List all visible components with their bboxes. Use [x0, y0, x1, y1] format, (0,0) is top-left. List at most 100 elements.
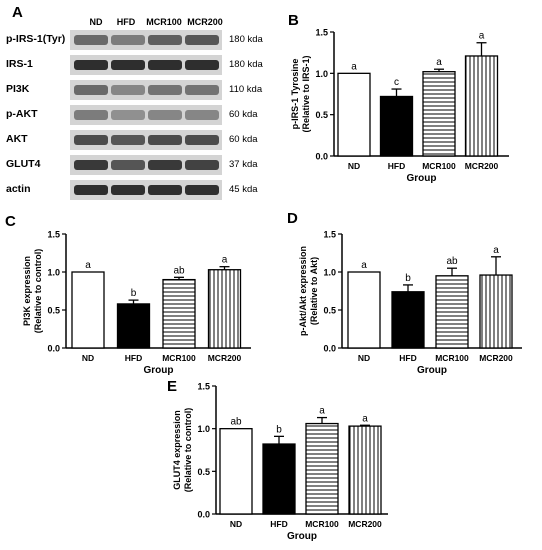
blot-strip — [70, 105, 222, 125]
y-tick-label: 1.5 — [197, 382, 210, 392]
significance-letter: a — [436, 57, 442, 68]
x-axis-label: Group — [417, 365, 447, 376]
blot-band — [148, 160, 182, 170]
y-axis-label: p-Akt/Akt expression — [298, 246, 308, 336]
panel-letter-c: C — [5, 213, 16, 230]
blot-band — [148, 60, 182, 70]
blot-row-label: PI3K — [6, 83, 30, 95]
significance-letter: ab — [446, 256, 458, 267]
blot-band — [74, 60, 108, 70]
x-axis-label: Group — [407, 173, 437, 184]
y-axis-label: (Relative to control) — [183, 408, 193, 493]
x-axis-label: Group — [287, 531, 317, 542]
chart-c: 0.0 0.5 1.0 1.5 a ND b HFD ab MCR100 a MCR200 Group P… — [22, 230, 251, 376]
bar-hfd — [379, 95, 414, 157]
y-tick-label: 1.5 — [47, 230, 60, 240]
blot-band — [74, 185, 108, 195]
significance-letter: a — [319, 406, 325, 417]
blot-row-kda: 37 kda — [229, 159, 258, 170]
blot-band — [185, 185, 219, 195]
significance-letter: b — [405, 273, 411, 284]
blot-strip — [70, 80, 222, 100]
y-tick-label: 0.0 — [323, 344, 336, 354]
blot-band — [185, 135, 219, 145]
x-tick-label: MCR200 — [208, 353, 242, 363]
blot-band — [111, 160, 145, 170]
blot-strip — [70, 180, 222, 200]
y-tick-label: 0.5 — [47, 306, 60, 316]
blot-band — [148, 110, 182, 120]
significance-letter: a — [361, 260, 367, 271]
x-tick-label: HFD — [388, 161, 405, 171]
y-axis-label: (Relative to IRS-1) — [301, 55, 311, 132]
blot-row-label: p-AKT — [6, 108, 38, 120]
x-tick-label: MCR200 — [348, 519, 382, 529]
y-axis-label: (Relative to control) — [33, 249, 43, 334]
blot-row-label: GLUT4 — [6, 158, 41, 170]
blot-row-kda: 45 kda — [229, 184, 258, 195]
blot-band — [111, 60, 145, 70]
bar-mcr100 — [422, 71, 456, 157]
significance-letter: a — [479, 31, 485, 42]
chart-e: 0.0 0.5 1.0 1.5 ab ND b HFD a MCR100 a MCR200 Group G… — [172, 382, 388, 542]
blot-band — [111, 185, 145, 195]
x-tick-label: MCR100 — [422, 161, 456, 171]
blot-band — [111, 110, 145, 120]
chart-d: 0.0 0.5 1.0 1.5 a ND b HFD ab MCR100 a MCR200 Group p… — [298, 230, 522, 376]
blot-band — [148, 135, 182, 145]
y-axis-label: (Relative to Akt) — [309, 257, 319, 325]
y-tick-label: 1.0 — [47, 268, 60, 278]
blot-band — [111, 85, 145, 95]
chart-b: 0.0 0.5 1.0 1.5 a ND c HFD a MCR100 a MCR200 Group p-… — [290, 28, 509, 184]
x-tick-label: HFD — [125, 353, 142, 363]
y-axis-label: GLUT4 expression — [172, 410, 182, 490]
x-tick-label: MCR100 — [305, 519, 339, 529]
blot-band — [148, 35, 182, 45]
western-blot-panel: ND HFD MCR100 MCR200 p-IRS-1(Tyr) 180 kda… — [0, 0, 290, 210]
blot-band — [74, 85, 108, 95]
significance-letter: c — [394, 77, 399, 88]
x-tick-label: MCR100 — [162, 353, 196, 363]
y-tick-label: 0.5 — [315, 110, 328, 120]
y-axis-label: p-IRS-1 Tyrosine — [290, 59, 300, 130]
x-tick-label: ND — [82, 353, 94, 363]
blot-row-label: actin — [6, 183, 31, 195]
blot-band — [185, 160, 219, 170]
lane-header-mcr200: MCR200 — [187, 17, 223, 27]
y-axis-label: PI3K expression — [22, 256, 32, 326]
significance-letter: ab — [173, 265, 185, 276]
panel-letter-d: D — [287, 210, 298, 227]
bar-mcr200 — [207, 269, 242, 349]
bar-hfd — [116, 303, 151, 349]
y-tick-label: 0.0 — [315, 152, 328, 162]
lane-header-hfd: HFD — [116, 17, 136, 27]
y-tick-label: 0.0 — [197, 510, 210, 520]
panel-letter-a: A — [12, 4, 23, 21]
bar-hfd — [391, 291, 425, 349]
bar-nd — [347, 271, 381, 349]
blot-row-kda: 180 kda — [229, 34, 263, 45]
blot-row-label: AKT — [6, 133, 28, 145]
y-tick-label: 1.0 — [323, 268, 336, 278]
bar-mcr100 — [305, 422, 339, 515]
y-tick-label: 0.5 — [197, 467, 210, 477]
significance-letter: b — [131, 288, 137, 299]
y-tick-label: 1.0 — [197, 424, 210, 434]
x-tick-label: ND — [230, 519, 242, 529]
blot-row-kda: 60 kda — [229, 109, 258, 120]
blot-band — [185, 35, 219, 45]
blot-band — [74, 110, 108, 120]
significance-letter: b — [276, 424, 282, 435]
y-tick-label: 0.0 — [47, 344, 60, 354]
blot-row-label: IRS-1 — [6, 58, 33, 70]
x-tick-label: HFD — [399, 353, 416, 363]
blot-band — [185, 60, 219, 70]
blot-band — [74, 160, 108, 170]
bar-hfd — [262, 443, 296, 515]
blot-band — [111, 35, 145, 45]
y-tick-label: 1.0 — [315, 69, 328, 79]
blot-band — [111, 135, 145, 145]
bar-mcr200 — [479, 274, 513, 349]
bar-mcr100 — [162, 278, 196, 349]
lane-header-mcr100: MCR100 — [146, 17, 182, 27]
